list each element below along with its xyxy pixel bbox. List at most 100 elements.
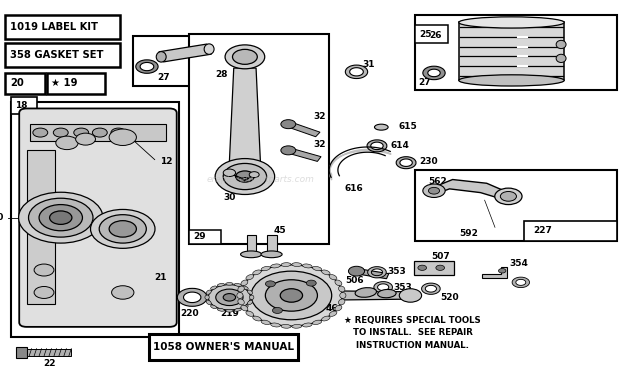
Text: 46: 46: [326, 304, 338, 313]
Ellipse shape: [205, 295, 210, 300]
Ellipse shape: [271, 264, 280, 268]
Ellipse shape: [281, 325, 291, 328]
Circle shape: [281, 120, 296, 129]
Text: 45: 45: [274, 226, 286, 234]
Circle shape: [215, 159, 275, 194]
Ellipse shape: [378, 289, 396, 298]
Bar: [459, 22, 564, 80]
Text: 31: 31: [363, 60, 375, 69]
Wedge shape: [345, 65, 368, 79]
Circle shape: [495, 188, 522, 205]
Circle shape: [223, 169, 236, 177]
Text: 30: 30: [223, 193, 236, 202]
Ellipse shape: [261, 320, 270, 325]
Ellipse shape: [226, 310, 233, 312]
Ellipse shape: [261, 251, 282, 258]
Circle shape: [223, 163, 267, 190]
Ellipse shape: [303, 323, 312, 327]
Circle shape: [225, 45, 265, 69]
Ellipse shape: [234, 283, 241, 286]
Text: 22: 22: [43, 359, 56, 368]
Ellipse shape: [556, 40, 566, 49]
Circle shape: [34, 264, 54, 276]
Wedge shape: [177, 288, 207, 306]
Ellipse shape: [241, 280, 248, 286]
Circle shape: [280, 289, 303, 302]
Polygon shape: [286, 148, 321, 162]
Circle shape: [53, 128, 68, 137]
Text: 32: 32: [313, 140, 326, 149]
Bar: [30, 124, 166, 141]
Polygon shape: [159, 44, 211, 62]
Circle shape: [306, 280, 316, 286]
Bar: [247, 235, 256, 254]
Ellipse shape: [253, 270, 261, 275]
Ellipse shape: [312, 266, 322, 271]
Circle shape: [236, 171, 254, 182]
Text: 25: 25: [420, 30, 432, 39]
Wedge shape: [367, 140, 387, 152]
Text: 21: 21: [154, 273, 166, 282]
Text: 520: 520: [440, 293, 459, 302]
Polygon shape: [482, 267, 507, 278]
Ellipse shape: [292, 263, 302, 266]
Ellipse shape: [374, 124, 388, 130]
Ellipse shape: [556, 54, 566, 62]
Ellipse shape: [281, 263, 291, 266]
Ellipse shape: [329, 275, 337, 280]
Text: 562: 562: [428, 177, 446, 186]
Text: 227: 227: [533, 226, 552, 236]
Ellipse shape: [211, 305, 216, 309]
Text: 1019 LABEL KIT: 1019 LABEL KIT: [10, 22, 98, 32]
Ellipse shape: [241, 251, 262, 258]
Text: 354: 354: [510, 259, 528, 268]
Bar: [189, 34, 329, 244]
Ellipse shape: [237, 292, 243, 298]
Circle shape: [399, 289, 422, 302]
Wedge shape: [423, 66, 445, 80]
Circle shape: [249, 172, 259, 178]
Circle shape: [223, 294, 236, 301]
Circle shape: [39, 205, 82, 231]
Text: 353: 353: [387, 267, 405, 276]
Bar: [133, 36, 254, 86]
Circle shape: [272, 307, 282, 313]
Bar: [11, 102, 179, 337]
Circle shape: [423, 184, 445, 197]
Ellipse shape: [322, 316, 330, 321]
Circle shape: [33, 128, 48, 137]
Ellipse shape: [340, 292, 346, 298]
Text: ★ 19: ★ 19: [51, 79, 78, 88]
Ellipse shape: [247, 300, 252, 304]
Text: 616: 616: [344, 184, 363, 193]
Text: 18: 18: [15, 101, 27, 110]
Circle shape: [34, 286, 54, 298]
Ellipse shape: [206, 290, 211, 294]
Wedge shape: [512, 277, 529, 288]
Ellipse shape: [206, 300, 211, 304]
FancyBboxPatch shape: [19, 108, 177, 327]
Ellipse shape: [271, 323, 280, 327]
Ellipse shape: [322, 270, 330, 275]
Ellipse shape: [226, 283, 233, 285]
Circle shape: [112, 286, 134, 299]
Ellipse shape: [238, 299, 244, 305]
Ellipse shape: [218, 308, 224, 311]
Ellipse shape: [211, 286, 216, 289]
Text: 614: 614: [391, 141, 409, 150]
Polygon shape: [355, 269, 389, 279]
Text: 230: 230: [419, 157, 438, 166]
Circle shape: [19, 192, 103, 243]
Bar: [27, 150, 55, 304]
Ellipse shape: [156, 52, 166, 62]
Text: ereplacementparts.com: ereplacementparts.com: [206, 175, 314, 184]
Circle shape: [92, 128, 107, 137]
Ellipse shape: [339, 286, 345, 292]
Bar: [415, 25, 448, 43]
Circle shape: [241, 265, 342, 326]
Text: ★ REQUIRES SPECIAL TOOLS
TO INSTALL.  SEE REPAIR
INSTRUCTION MANUAL.: ★ REQUIRES SPECIAL TOOLS TO INSTALL. SEE…: [344, 316, 481, 350]
Text: 615: 615: [398, 122, 417, 131]
Circle shape: [29, 198, 93, 237]
Ellipse shape: [339, 299, 345, 305]
Text: 28: 28: [215, 70, 228, 79]
